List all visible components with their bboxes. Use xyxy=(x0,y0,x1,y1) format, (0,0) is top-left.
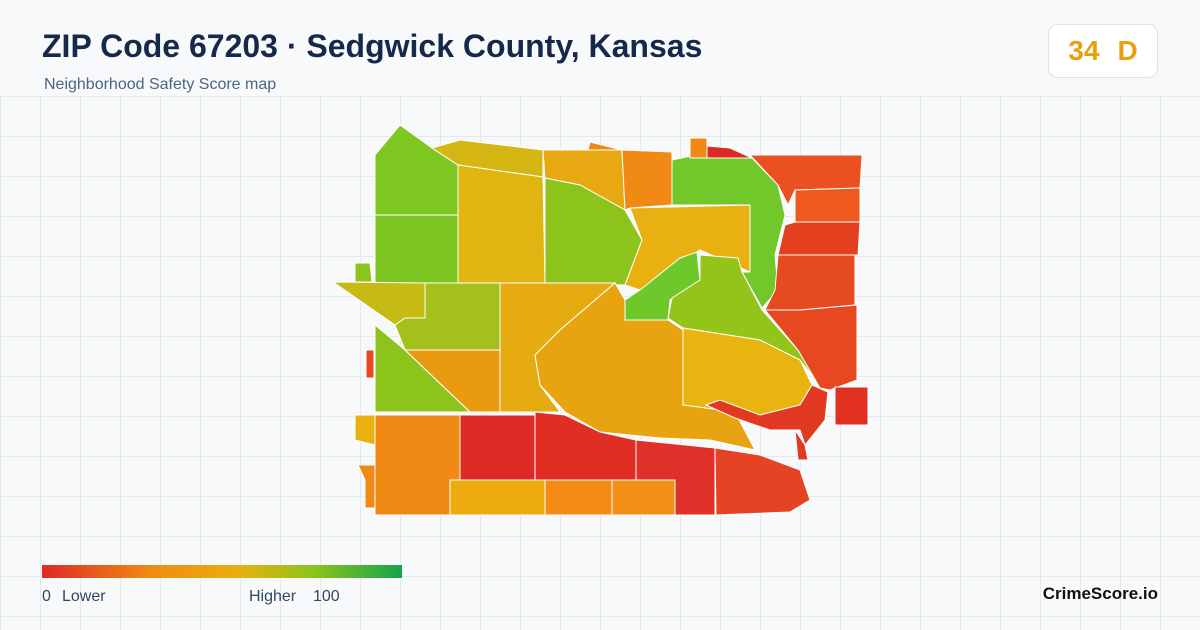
score: 34 xyxy=(1068,35,1100,66)
area xyxy=(365,349,375,379)
legend-min: 0 xyxy=(42,588,51,605)
score-badge: 34 D xyxy=(1048,24,1158,78)
area xyxy=(621,149,673,211)
area xyxy=(457,164,546,284)
subtitle: Neighborhood Safety Score map xyxy=(44,76,277,93)
grade: D xyxy=(1117,35,1138,66)
header: ZIP Code 67203 · Sedgwick County, Kansas… xyxy=(0,0,1200,96)
area xyxy=(374,214,459,284)
area xyxy=(374,414,461,516)
area xyxy=(714,447,811,516)
area xyxy=(459,414,536,481)
brand: CrimeScore.io xyxy=(1042,584,1158,603)
area xyxy=(764,254,856,311)
legend-max: 100 xyxy=(313,588,340,605)
area xyxy=(706,145,753,159)
zip-areas xyxy=(331,124,869,516)
area xyxy=(587,141,623,151)
area xyxy=(834,386,869,426)
area xyxy=(354,262,373,283)
legend-min-label: Lower xyxy=(62,588,106,605)
area xyxy=(449,479,546,516)
area xyxy=(611,479,676,516)
area xyxy=(794,429,809,461)
area xyxy=(534,282,756,451)
area xyxy=(794,187,861,223)
area xyxy=(354,414,376,446)
area xyxy=(430,139,544,178)
area xyxy=(777,221,861,256)
title: ZIP Code 67203 · Sedgwick County, Kansas xyxy=(42,28,703,64)
legend-max-label: Higher xyxy=(249,588,297,605)
area xyxy=(544,479,613,516)
area xyxy=(374,124,459,216)
legend-gradient xyxy=(42,565,402,578)
area xyxy=(763,304,858,391)
area xyxy=(704,384,829,447)
area xyxy=(689,137,708,159)
area xyxy=(357,464,376,509)
